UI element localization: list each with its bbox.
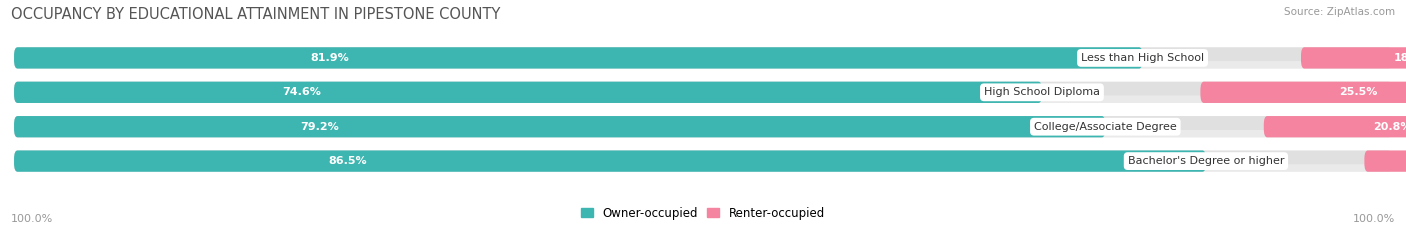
FancyBboxPatch shape	[14, 151, 1392, 172]
FancyBboxPatch shape	[14, 116, 1392, 137]
Text: College/Associate Degree: College/Associate Degree	[1033, 122, 1177, 132]
Text: Source: ZipAtlas.com: Source: ZipAtlas.com	[1284, 7, 1395, 17]
Text: 100.0%: 100.0%	[1353, 214, 1395, 224]
FancyBboxPatch shape	[14, 151, 1206, 172]
Text: 25.5%: 25.5%	[1340, 87, 1378, 97]
FancyBboxPatch shape	[14, 60, 1392, 70]
Text: OCCUPANCY BY EDUCATIONAL ATTAINMENT IN PIPESTONE COUNTY: OCCUPANCY BY EDUCATIONAL ATTAINMENT IN P…	[11, 7, 501, 22]
FancyBboxPatch shape	[1264, 116, 1406, 137]
FancyBboxPatch shape	[1364, 151, 1406, 172]
Text: 86.5%: 86.5%	[329, 156, 367, 166]
Text: Less than High School: Less than High School	[1081, 53, 1204, 63]
FancyBboxPatch shape	[1301, 47, 1406, 69]
FancyBboxPatch shape	[14, 163, 1392, 173]
FancyBboxPatch shape	[14, 47, 1392, 69]
Text: 20.8%: 20.8%	[1374, 122, 1406, 132]
Text: 100.0%: 100.0%	[11, 214, 53, 224]
Legend: Owner-occupied, Renter-occupied: Owner-occupied, Renter-occupied	[576, 202, 830, 225]
Text: 79.2%: 79.2%	[301, 122, 339, 132]
Text: High School Diploma: High School Diploma	[984, 87, 1099, 97]
FancyBboxPatch shape	[14, 47, 1143, 69]
Text: 81.9%: 81.9%	[311, 53, 350, 63]
FancyBboxPatch shape	[14, 82, 1392, 103]
Text: 18.1%: 18.1%	[1393, 53, 1406, 63]
FancyBboxPatch shape	[14, 116, 1105, 137]
FancyBboxPatch shape	[1201, 82, 1406, 103]
Text: Bachelor's Degree or higher: Bachelor's Degree or higher	[1128, 156, 1284, 166]
Text: 74.6%: 74.6%	[283, 87, 322, 97]
FancyBboxPatch shape	[14, 82, 1042, 103]
FancyBboxPatch shape	[14, 94, 1392, 104]
FancyBboxPatch shape	[14, 129, 1392, 138]
